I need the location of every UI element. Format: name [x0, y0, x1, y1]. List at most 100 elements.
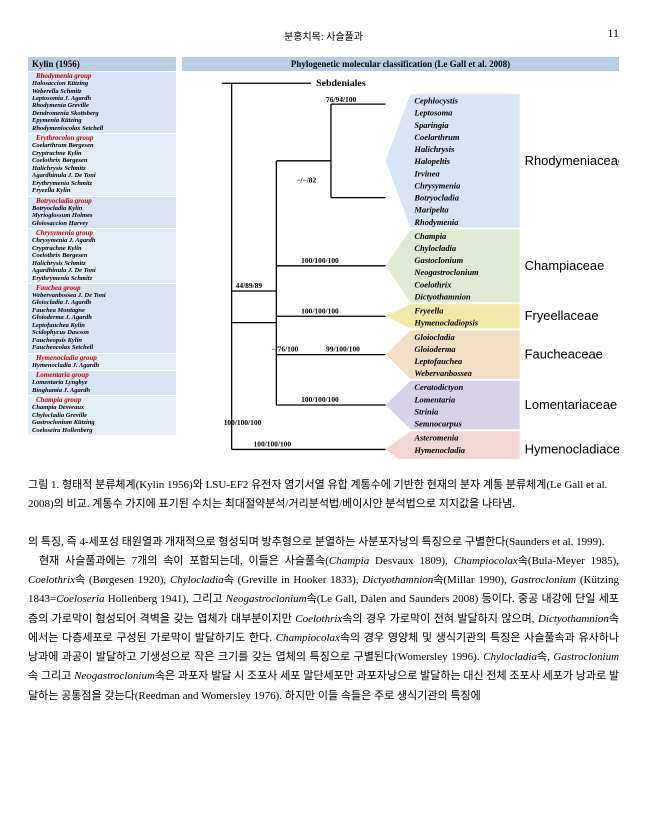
page-title: 분홍치목: 사슬풀과: [284, 28, 363, 43]
species-name: Cryptrachne Kylin: [32, 245, 172, 252]
species-name: Faucheocolax Setchell: [32, 344, 172, 351]
species-name: Binghamia J. Agardh: [32, 387, 172, 394]
svg-text:100/100/100: 100/100/100: [254, 439, 292, 448]
group-header: Botryocladia group: [32, 197, 172, 205]
species-name: Faucheopsis Kylin: [32, 337, 172, 344]
species-name: Halosaccion Kützing: [32, 80, 172, 87]
figure-caption: 그림 1. 형태적 분류체계(Kylin 1956)와 LSU-EF2 유전자 …: [28, 476, 619, 515]
svg-text:Halichrysis: Halichrysis: [413, 144, 455, 154]
species-name: Halichrysis Schmitz: [32, 165, 172, 172]
figure-1: Kylin (1956) Rhodymenia groupHalosaccion…: [28, 57, 619, 462]
svg-text:Strinia: Strinia: [414, 406, 439, 416]
group-header: Lomentaria group: [32, 371, 172, 379]
kylin-group: Botryocladia groupBotryocladia KylinMyri…: [28, 197, 176, 228]
svg-text:Fryeellaceae: Fryeellaceae: [525, 308, 599, 323]
svg-text:Coelarthrum: Coelarthrum: [414, 132, 459, 142]
svg-text:Cephlocystis: Cephlocystis: [414, 96, 458, 106]
phylo-title: Phylogenetic molecular classification (L…: [182, 57, 619, 71]
species-name: Coelothrix Børgesen: [32, 252, 172, 259]
svg-text:Irvinea: Irvinea: [413, 168, 440, 178]
svg-text:Rhodymeniaceae: Rhodymeniaceae: [525, 153, 619, 168]
species-name: Fauchea Montagne: [32, 307, 172, 314]
species-name: Dendromenia Skottsberg: [32, 110, 172, 117]
svg-text:Coelothrix: Coelothrix: [414, 279, 452, 289]
svg-text:−/−/82: −/−/82: [296, 176, 316, 185]
species-name: Erythrymenia Schmitz: [32, 180, 172, 187]
kylin-group: Rhodymenia groupHalosaccion KützingWeber…: [28, 72, 176, 133]
species-name: Epymenia Kützing: [32, 117, 172, 124]
body-text: 의 특징, 즉 4-세포성 태원열과 개재적으로 형성되며 방추형으로 분열하는…: [28, 533, 619, 706]
kylin-group: Lomentaria groupLomentaria LyngbyeBingha…: [28, 371, 176, 395]
page-number: 11: [607, 26, 619, 41]
kylin-group: Fauchea groupWebervanbossea J. De ToniGl…: [28, 284, 176, 353]
svg-text:Erythrymenia: Erythrymenia: [413, 457, 463, 459]
svg-text:Gloioderma: Gloioderma: [414, 344, 456, 354]
species-name: Champia Desveaux: [32, 404, 172, 411]
svg-text:Ceratodictyon: Ceratodictyon: [414, 382, 463, 392]
species-name: Scidophycus Dawson: [32, 329, 172, 336]
svg-text:Faucheaceae: Faucheaceae: [525, 347, 603, 362]
phylogeny-tree: Sebdeniales Cephlocystis Leptosoma Sparingi…: [182, 71, 619, 459]
svg-text:100/100/100: 100/100/100: [224, 418, 262, 427]
group-header: Champia group: [32, 396, 172, 404]
species-name: Rhodymenia Greville: [32, 102, 172, 109]
species-name: Rhodymeniocolax Setchell: [32, 125, 172, 132]
svg-text:Gloiocladia: Gloiocladia: [414, 332, 455, 342]
phylogeny-column: Phylogenetic molecular classification (L…: [182, 57, 619, 462]
kylin-column: Kylin (1956) Rhodymenia groupHalosaccion…: [28, 57, 176, 462]
species-name: Coeloseira Hollenberg: [32, 427, 172, 434]
svg-text:Neogastroclonium: Neogastroclonium: [413, 267, 479, 277]
svg-text:Champiaceae: Champiaceae: [525, 258, 605, 273]
species-name: Cryptrachne Kylin: [32, 150, 172, 157]
species-name: Weberella Schmitz: [32, 88, 172, 95]
species-name: Webervanbossea J. De Toni: [32, 292, 172, 299]
svg-text:Hymenocladiaceae: Hymenocladiaceae: [525, 441, 619, 456]
species-name: Leptofauchea Kylin: [32, 322, 172, 329]
svg-text:Leptosoma: Leptosoma: [413, 108, 453, 118]
svg-text:76/94/100: 76/94/100: [326, 95, 356, 104]
species-name: Hymenocladia J. Agardh: [32, 362, 172, 369]
svg-text:Semnocarpus: Semnocarpus: [414, 419, 462, 429]
svg-text:Botryocladia: Botryocladia: [413, 193, 459, 203]
svg-text:Chrysymenia: Chrysymenia: [414, 180, 461, 190]
svg-text:Champia: Champia: [414, 231, 447, 241]
species-name: Erythrymenia Schmitz: [32, 275, 172, 282]
group-header: Fauchea group: [32, 284, 172, 292]
kylin-group: Erythrocolon groupCoelarthrum BørgesenCr…: [28, 134, 176, 195]
species-name: Myrioglossum Holmes: [32, 212, 172, 219]
svg-text:Leptofauchea: Leptofauchea: [413, 356, 463, 366]
species-name: Chylocladia Greville: [32, 412, 172, 419]
svg-text:Lomentaria: Lomentaria: [413, 394, 456, 404]
svg-text:Chylocladia: Chylocladia: [414, 243, 456, 253]
species-name: Gloiosaccion Harvey: [32, 220, 172, 227]
svg-text:Fryeella: Fryeella: [413, 306, 444, 316]
species-name: Fryeella Kylin: [32, 187, 172, 194]
svg-text:Webervanbossea: Webervanbossea: [414, 368, 472, 378]
svg-text:44/89/89: 44/89/89: [236, 281, 263, 290]
species-name: Leptosomia J. Agardh: [32, 95, 172, 102]
species-name: Gastroclonium Kützing: [32, 419, 172, 426]
svg-text:Hymenocladiopsis: Hymenocladiopsis: [413, 318, 478, 328]
group-header: Erythrocolon group: [32, 134, 172, 142]
svg-text:100/100/100: 100/100/100: [301, 256, 339, 265]
svg-text:Hymenocladia: Hymenocladia: [413, 445, 465, 455]
kylin-group: Hymenocladia groupHymenocladia J. Agardh: [28, 354, 176, 371]
svg-text:Sparingia: Sparingia: [414, 120, 449, 130]
svg-text:−/76/100: −/76/100: [271, 345, 298, 354]
group-header: Chrysymenia group: [32, 229, 172, 237]
svg-text:Rhodymenia: Rhodymenia: [413, 217, 459, 227]
svg-text:99/100/100: 99/100/100: [326, 345, 360, 354]
species-name: Lomentaria Lyngbye: [32, 379, 172, 386]
species-name: Coelothrix Børgesen: [32, 157, 172, 164]
species-name: Agardhinula J. De Toni: [32, 172, 172, 179]
group-header: Hymenocladia group: [32, 354, 172, 362]
group-header: Rhodymenia group: [32, 72, 172, 80]
svg-text:Sebdeniales: Sebdeniales: [316, 78, 366, 89]
svg-text:Halopeltis: Halopeltis: [413, 156, 450, 166]
svg-text:Dictyothamnion: Dictyothamnion: [413, 291, 471, 301]
svg-text:100/100/100: 100/100/100: [301, 395, 339, 404]
kylin-group: Chrysymenia groupChrysymenia J. AgardhCr…: [28, 229, 176, 283]
species-name: Agardhinula J. De Toni: [32, 267, 172, 274]
svg-text:Asteromenia: Asteromenia: [413, 433, 459, 443]
species-name: Gloiocladia J. Agardh: [32, 299, 172, 306]
